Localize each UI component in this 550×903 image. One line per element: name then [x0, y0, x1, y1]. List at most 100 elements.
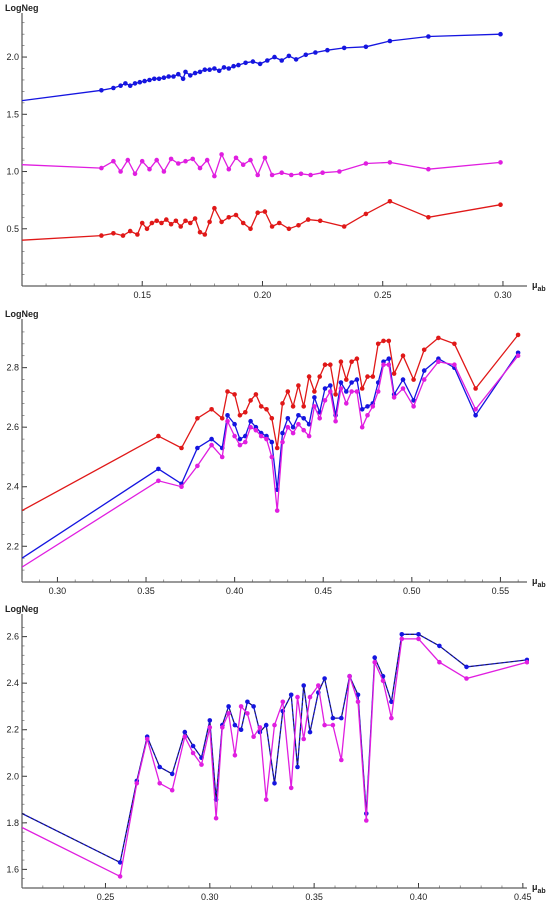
- data-point: [176, 71, 181, 77]
- data-point: [154, 218, 159, 224]
- data-point: [225, 418, 230, 424]
- data-point: [118, 83, 123, 88]
- data-point: [272, 722, 277, 728]
- y-axis-label: LogNeg: [5, 604, 39, 614]
- data-point: [380, 678, 386, 684]
- data-point: [255, 172, 260, 178]
- data-point: [183, 218, 188, 224]
- data-point: [280, 401, 285, 406]
- series-1: [22, 332, 521, 512]
- data-point: [190, 743, 196, 749]
- x-tick-label: 0.50: [403, 586, 421, 596]
- data-point: [452, 341, 457, 347]
- data-point: [301, 736, 307, 742]
- data-point: [264, 436, 269, 442]
- data-point: [381, 362, 386, 368]
- data-point: [258, 433, 264, 439]
- data-point: [209, 436, 214, 442]
- series-line: [22, 152, 501, 178]
- data-point: [370, 374, 376, 379]
- data-point: [280, 430, 285, 436]
- data-point: [363, 161, 369, 166]
- y-tick-label: 1.5: [6, 109, 19, 119]
- data-point: [333, 392, 338, 397]
- data-point: [524, 659, 529, 665]
- data-point: [199, 762, 204, 767]
- data-point: [238, 727, 244, 732]
- data-point: [188, 73, 193, 78]
- data-point: [399, 632, 405, 637]
- data-point: [473, 413, 478, 418]
- data-point: [192, 70, 198, 76]
- data-point: [182, 729, 188, 735]
- data-point: [305, 217, 311, 222]
- data-point: [111, 85, 116, 91]
- data-point: [226, 66, 232, 71]
- data-point: [195, 445, 200, 451]
- data-point: [437, 643, 442, 649]
- data-point: [161, 169, 167, 174]
- data-point: [237, 442, 243, 448]
- data-point: [195, 463, 200, 469]
- data-point: [226, 166, 232, 172]
- data-point: [295, 694, 300, 700]
- data-point: [298, 171, 304, 177]
- data-point: [245, 711, 250, 716]
- data-point: [245, 699, 250, 705]
- data-point: [359, 386, 365, 391]
- data-point: [347, 673, 352, 679]
- data-point: [134, 781, 140, 786]
- data-point: [183, 69, 188, 75]
- data-point: [248, 157, 253, 163]
- data-point: [147, 166, 152, 172]
- data-point: [307, 694, 313, 700]
- data-point: [248, 424, 253, 430]
- data-point: [204, 157, 210, 163]
- data-point: [411, 398, 416, 403]
- data-point: [354, 356, 360, 362]
- data-point: [386, 356, 392, 362]
- y-tick-label: 2.2: [6, 725, 19, 735]
- data-point: [400, 377, 406, 382]
- data-point: [164, 217, 169, 222]
- series-line: [22, 352, 519, 559]
- data-point: [338, 380, 344, 385]
- data-point: [279, 170, 285, 175]
- data-point: [349, 380, 354, 385]
- data-point: [473, 386, 478, 391]
- data-point: [219, 152, 224, 157]
- data-point: [285, 416, 291, 421]
- y-tick-label: 2.0: [6, 52, 19, 62]
- data-point: [197, 229, 203, 235]
- data-point: [240, 220, 246, 226]
- data-point: [349, 389, 354, 394]
- data-point: [391, 371, 397, 376]
- data-point: [301, 416, 307, 421]
- data-point: [232, 392, 237, 397]
- data-point: [99, 165, 104, 171]
- x-tick-label: 0.30: [49, 586, 67, 596]
- x-tick-label: 0.35: [305, 892, 323, 902]
- data-point: [339, 757, 344, 763]
- data-point: [263, 797, 269, 802]
- data-point: [207, 67, 212, 72]
- data-point: [269, 224, 275, 229]
- data-point: [166, 74, 171, 79]
- data-point: [207, 725, 213, 730]
- data-point: [132, 171, 138, 177]
- data-point: [176, 161, 181, 166]
- data-point: [157, 781, 162, 786]
- data-point: [312, 389, 317, 394]
- data-point: [473, 407, 478, 412]
- data-point: [354, 377, 360, 382]
- data-point: [328, 383, 333, 388]
- data-point: [169, 771, 175, 777]
- series-line: [22, 33, 501, 102]
- data-point: [337, 169, 342, 174]
- data-point: [308, 172, 313, 178]
- data-point: [365, 374, 370, 379]
- data-point: [123, 81, 128, 86]
- chart-panel-3: 1.6 1.8 2.0 2.2 2.4 2.6 0.25 0.30 0.35 0.40 0.45 Lo…: [5, 604, 546, 902]
- data-point: [118, 169, 123, 174]
